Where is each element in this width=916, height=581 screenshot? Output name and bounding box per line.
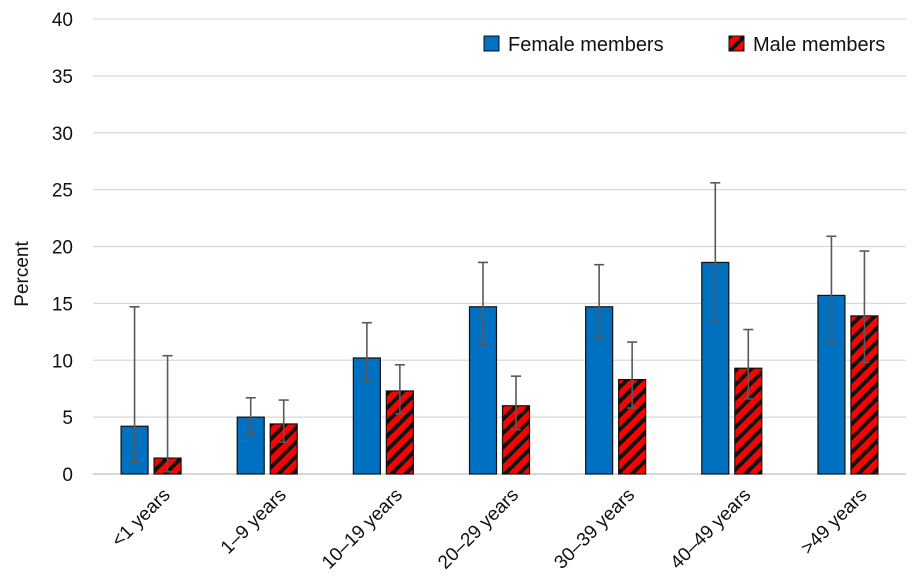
bars — [120, 261, 879, 475]
error-bar-female — [710, 182, 721, 323]
y-tick-label: 10 — [52, 351, 73, 372]
error-bar-male — [743, 328, 754, 400]
legend: Female members Male members — [483, 34, 885, 56]
x-tick-label: 20–29 years — [434, 485, 523, 574]
error-bar-male — [511, 375, 521, 431]
error-bar-male — [278, 399, 289, 443]
y-tick-label: 35 — [52, 67, 73, 88]
legend-label-male: Male members — [753, 34, 885, 56]
y-tick-label: 20 — [52, 238, 73, 259]
error-bar-female — [245, 396, 256, 435]
error-bar-female — [129, 305, 140, 464]
x-tick-label: >49 years — [797, 485, 871, 559]
error-bar-female — [594, 263, 605, 340]
error-bars — [129, 182, 870, 473]
error-bar-male — [627, 341, 638, 409]
y-tick-label: 40 — [52, 10, 73, 31]
error-bar-male — [162, 354, 173, 473]
y-axis: 0 5 10 15 20 25 30 35 40 — [52, 10, 73, 486]
x-tick-label: <1 years — [108, 485, 175, 552]
legend-swatch-female — [483, 35, 500, 52]
x-tick-label: 30–39 years — [550, 485, 639, 574]
error-bar-male — [859, 250, 870, 364]
y-tick-label: 0 — [62, 465, 73, 486]
x-tick-label: 1–9 years — [217, 485, 291, 559]
error-bar-male — [394, 363, 405, 415]
error-bar-female — [361, 321, 372, 382]
legend-label-female: Female members — [508, 34, 664, 56]
legend-swatch-male — [728, 35, 745, 52]
error-bar-female — [478, 261, 488, 346]
y-tick-label: 25 — [52, 181, 73, 202]
x-axis: <1 years 1–9 years 10–19 years 20–29 years 3… — [108, 485, 872, 574]
y-tick-label: 30 — [52, 124, 73, 145]
x-tick-label: 10–19 years — [318, 485, 407, 574]
x-tick-label: 40–49 years — [667, 485, 756, 574]
y-tick-label: 15 — [52, 294, 73, 315]
error-bar-female — [826, 235, 837, 343]
y-tick-label: 5 — [62, 408, 73, 429]
y-axis-title: Percent — [12, 241, 33, 307]
gridlines — [93, 18, 906, 475]
